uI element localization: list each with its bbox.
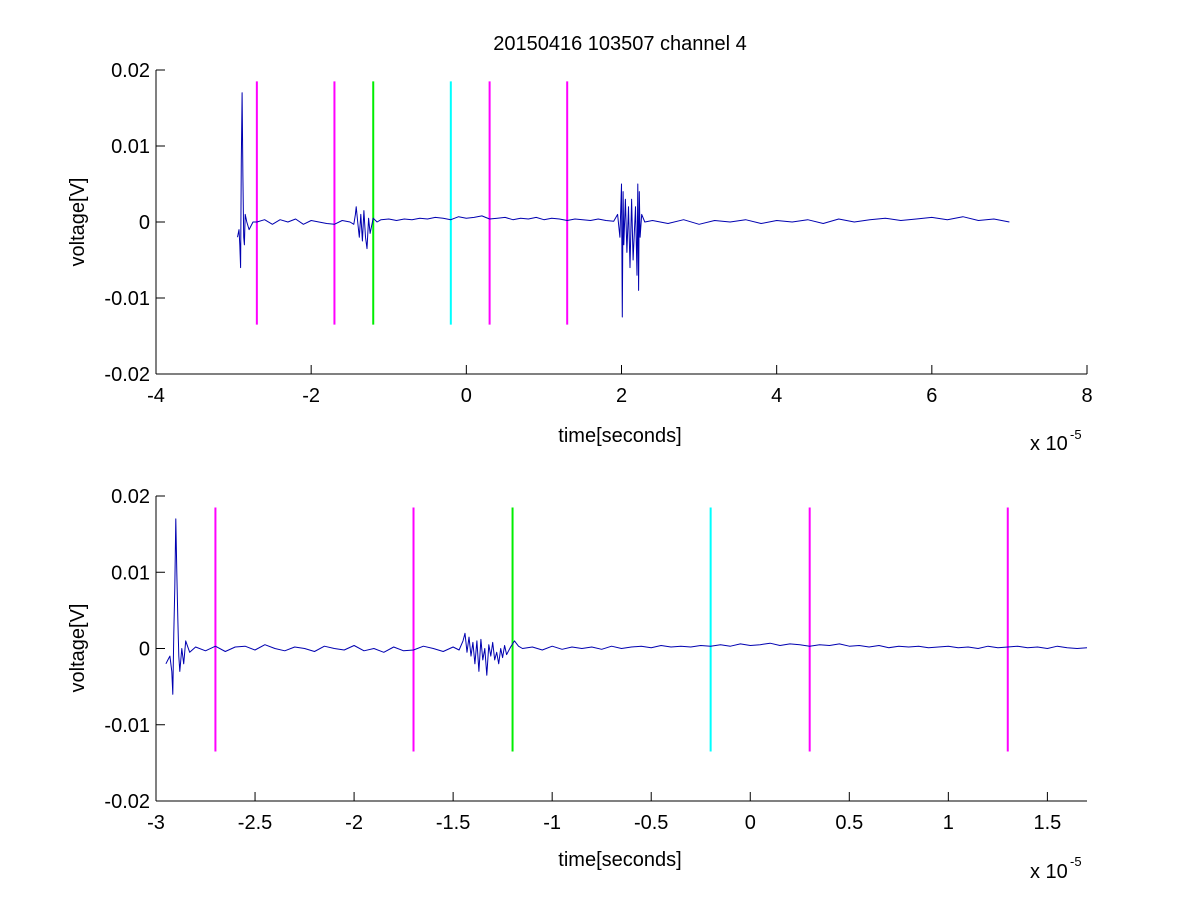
top-chart-x-label: time[seconds] — [558, 425, 681, 447]
top-chart-y-label: voltage[V] — [67, 178, 89, 267]
bottom-chart-x-tick-label: 0 — [745, 812, 756, 834]
bottom-chart-panel: -3 -2.5 -2 -1.5 -1 -0.5 0 0.5 1 1.5 -0.02 -0.01 0 0.0… — [67, 486, 1088, 883]
bottom-chart-x-exponent: -5 — [1070, 854, 1082, 869]
top-chart-y-tick-label: 0 — [139, 212, 150, 234]
top-chart-signal-line — [237, 92, 1010, 318]
bottom-chart-series — [165, 518, 1088, 695]
top-chart-x-exponent: -5 — [1070, 427, 1082, 442]
bottom-chart-ticks: -3 -2.5 -2 -1.5 -1 -0.5 0 0.5 1 1.5 -0.02 -0.01 0 0.0… — [104, 486, 1061, 834]
bottom-chart-x-tick-label: -1.5 — [436, 812, 470, 834]
top-chart-x-tick-label: 0 — [461, 385, 472, 407]
top-chart-x-exponent-base: x 10 — [1030, 433, 1068, 455]
top-chart-x-tick-label: 6 — [926, 385, 937, 407]
top-chart-markers — [255, 81, 569, 325]
bottom-chart-x-tick-label: -3 — [147, 812, 165, 834]
top-chart-x-tick-label: 8 — [1081, 385, 1092, 407]
bottom-chart-x-tick-label: 1 — [943, 812, 954, 834]
top-chart-series — [237, 92, 1010, 318]
bottom-chart-y-tick-label: 0 — [139, 639, 150, 661]
bottom-chart-signal-line — [165, 518, 1088, 695]
top-chart-y-tick-label: -0.01 — [104, 288, 150, 310]
top-chart-x-tick-label: 4 — [771, 385, 782, 407]
bottom-chart-markers — [214, 507, 1009, 752]
bottom-chart-x-exponent-base: x 10 — [1030, 861, 1068, 883]
top-chart-x-tick-label: -4 — [147, 385, 165, 407]
bottom-chart-x-tick-label: -2 — [345, 812, 363, 834]
bottom-chart-y-tick-label: 0.02 — [111, 486, 150, 508]
top-chart-y-tick-label: 0.01 — [111, 136, 150, 158]
bottom-chart-x-tick-label: -2.5 — [238, 812, 272, 834]
figure-title: 20150416 103507 channel 4 — [493, 33, 747, 55]
bottom-chart-y-tick-label: 0.01 — [111, 562, 150, 584]
top-chart-x-tick-label: 2 — [616, 385, 627, 407]
bottom-chart-x-tick-label: -0.5 — [634, 812, 668, 834]
top-chart-panel: -4 -2 0 2 4 6 8 -0.02 -0.01 0 0.01 0.02 time[second… — [67, 60, 1093, 455]
bottom-chart-y-tick-label: -0.01 — [104, 715, 150, 737]
bottom-chart-x-tick-label: -1 — [543, 812, 561, 834]
bottom-chart-y-tick-label: -0.02 — [104, 791, 150, 813]
bottom-chart-x-tick-label: 0.5 — [835, 812, 863, 834]
bottom-chart-y-label: voltage[V] — [67, 604, 89, 693]
top-chart-y-tick-label: -0.02 — [104, 364, 150, 386]
bottom-chart-x-label: time[seconds] — [558, 849, 681, 871]
top-chart-ticks: -4 -2 0 2 4 6 8 -0.02 -0.01 0 0.01 0.02 — [104, 60, 1092, 407]
bottom-chart-x-tick-label: 1.5 — [1033, 812, 1061, 834]
top-chart-y-tick-label: 0.02 — [111, 60, 150, 82]
top-chart-x-tick-label: -2 — [302, 385, 320, 407]
